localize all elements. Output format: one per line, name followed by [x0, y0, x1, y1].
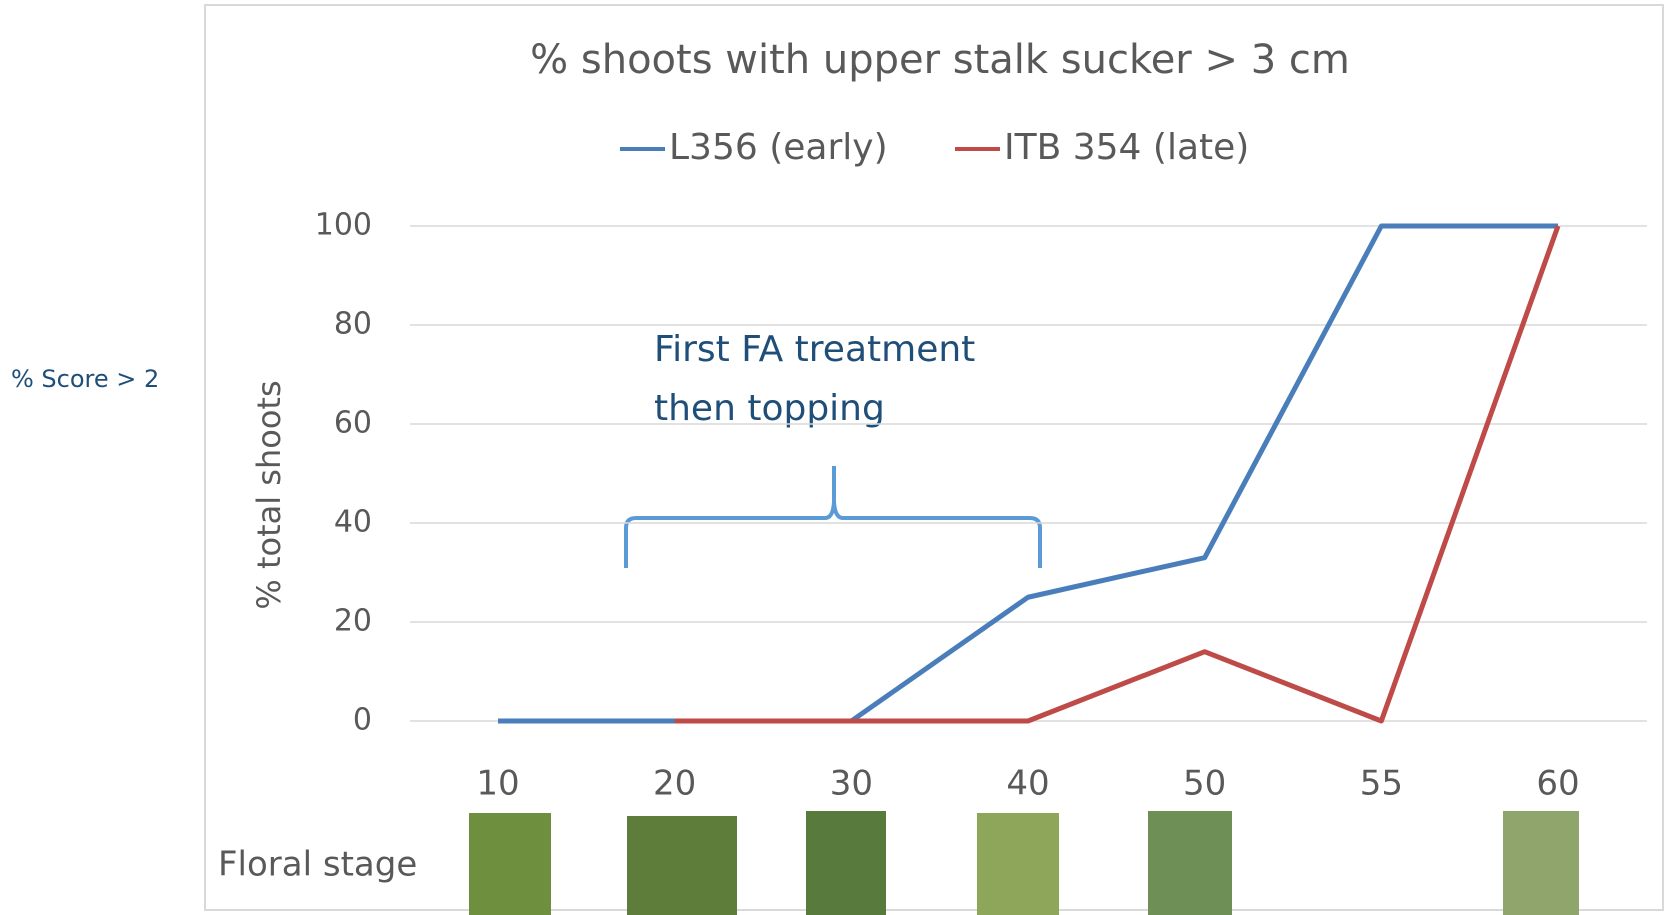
x-tick-label: 40	[1006, 764, 1049, 804]
y-tick-label: 100	[315, 208, 372, 243]
chart-title: % shoots with upper stalk sucker > 3 cm	[530, 37, 1350, 83]
x-tick-label: 55	[1360, 764, 1403, 804]
page: {"chart_data": {"type": "line", "title":…	[0, 0, 1668, 915]
x-tick-label: 10	[476, 764, 519, 804]
x-tick-label: 60	[1536, 764, 1579, 804]
photo	[1148, 811, 1232, 915]
legend-label: L356 (early)	[669, 127, 888, 168]
x-tick-label: 20	[653, 764, 696, 804]
photo	[627, 816, 737, 915]
y-axis-label: % total shoots	[250, 380, 288, 609]
side-label: % Score > 2	[11, 365, 159, 393]
photo	[977, 813, 1059, 915]
x-tick-label: 50	[1183, 764, 1226, 804]
x-tick-label: 30	[830, 764, 873, 804]
y-tick-label: 60	[334, 406, 372, 441]
photo	[469, 813, 551, 915]
annotation: then topping	[654, 388, 885, 429]
y-tick-label: 20	[334, 604, 372, 639]
chart: % shoots with upper stalk sucker > 3 cm …	[0, 0, 1668, 915]
photo	[1503, 811, 1579, 915]
y-tick-label: 0	[353, 703, 372, 738]
x-axis-label: Floral stage	[218, 845, 417, 885]
y-tick-label: 40	[334, 505, 372, 540]
photo	[806, 811, 886, 915]
chart-frame	[205, 5, 1663, 910]
legend-label: ITB 354 (late)	[1004, 127, 1249, 168]
y-tick-label: 80	[334, 307, 372, 342]
annotation: First FA treatment	[654, 329, 975, 370]
